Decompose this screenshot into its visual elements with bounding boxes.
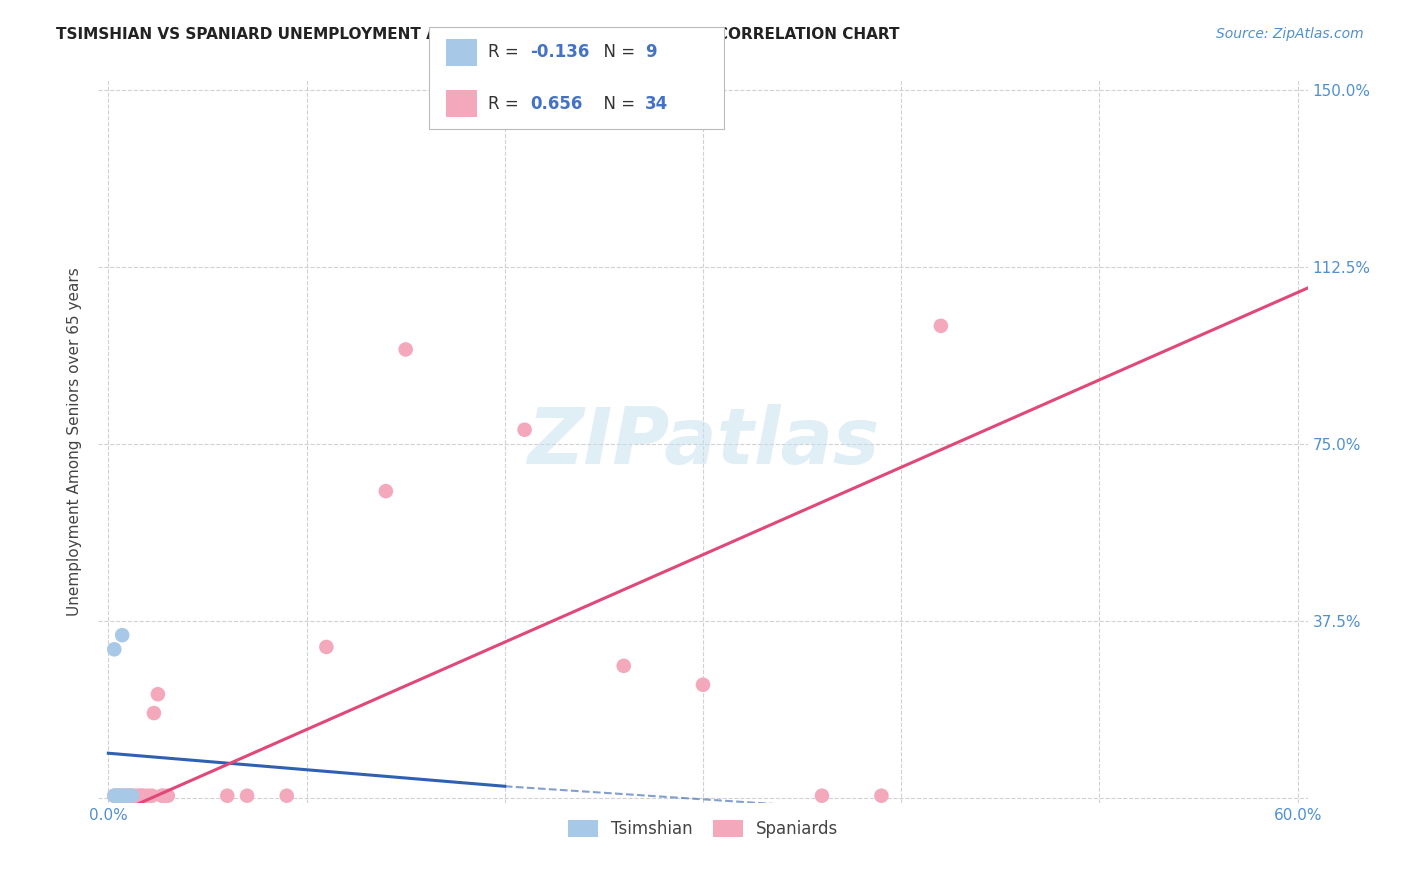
Text: 0.656: 0.656 [530, 95, 582, 112]
Text: R =: R = [488, 95, 524, 112]
Point [112, 789, 135, 803]
Point [107, 789, 129, 803]
Point [120, 789, 142, 803]
Point [111, 789, 134, 803]
Point [150, 789, 173, 803]
Text: 34: 34 [645, 95, 669, 112]
Text: Source: ZipAtlas.com: Source: ZipAtlas.com [1216, 27, 1364, 41]
Point [129, 789, 152, 803]
Text: N =: N = [593, 44, 641, 62]
Point [513, 423, 536, 437]
Text: R =: R = [488, 44, 524, 62]
Point [132, 789, 155, 803]
Point [217, 789, 239, 803]
Point [117, 789, 139, 803]
Point [110, 789, 132, 803]
Point [112, 789, 135, 803]
Text: 9: 9 [645, 44, 657, 62]
Point [153, 789, 176, 803]
Point [929, 318, 952, 333]
Point [105, 789, 128, 803]
Legend: Tsimshian, Spaniards: Tsimshian, Spaniards [561, 814, 845, 845]
Point [103, 642, 125, 657]
Text: ZIPatlas: ZIPatlas [527, 403, 879, 480]
Point [121, 789, 143, 803]
Text: -0.136: -0.136 [530, 44, 589, 62]
Point [122, 789, 145, 803]
Point [236, 789, 259, 803]
Text: N =: N = [593, 95, 641, 112]
Point [103, 789, 125, 803]
Point [613, 658, 636, 673]
Point [136, 789, 159, 803]
Point [374, 484, 396, 499]
Point [121, 789, 143, 803]
Point [276, 789, 298, 803]
Point [811, 789, 834, 803]
Point [146, 687, 169, 701]
Point [156, 789, 179, 803]
Point [107, 789, 129, 803]
Y-axis label: Unemployment Among Seniors over 65 years: Unemployment Among Seniors over 65 years [67, 268, 83, 615]
Point [127, 789, 149, 803]
Point [141, 789, 163, 803]
Point [131, 789, 153, 803]
Point [692, 678, 714, 692]
Text: TSIMSHIAN VS SPANIARD UNEMPLOYMENT AMONG SENIORS OVER 65 YEARS CORRELATION CHART: TSIMSHIAN VS SPANIARD UNEMPLOYMENT AMONG… [56, 27, 900, 42]
Point [142, 706, 165, 720]
Point [115, 789, 138, 803]
Point [111, 628, 134, 642]
Point [110, 789, 132, 803]
Point [105, 789, 128, 803]
Point [117, 789, 139, 803]
Point [315, 640, 337, 654]
Point [870, 789, 893, 803]
Point [395, 343, 418, 357]
Point [103, 789, 125, 803]
